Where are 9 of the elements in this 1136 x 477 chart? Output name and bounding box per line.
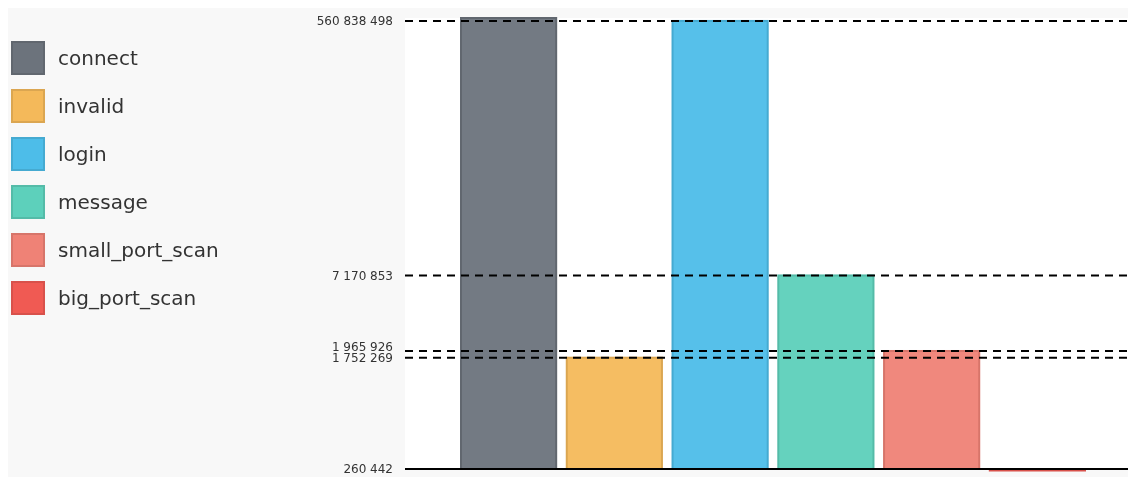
legend-label: invalid [58,94,125,118]
legend-label: small_port_scan [58,238,219,262]
y-tick-label: 560 838 498 [316,14,393,29]
legend-label: login [58,142,107,166]
y-tick-label: 260 442 [343,462,393,477]
y-tick-label: 7 170 853 [331,268,393,283]
legend-label: big_port_scan [58,286,197,310]
legend-label: connect [58,46,138,70]
legend-label: message [58,190,148,214]
